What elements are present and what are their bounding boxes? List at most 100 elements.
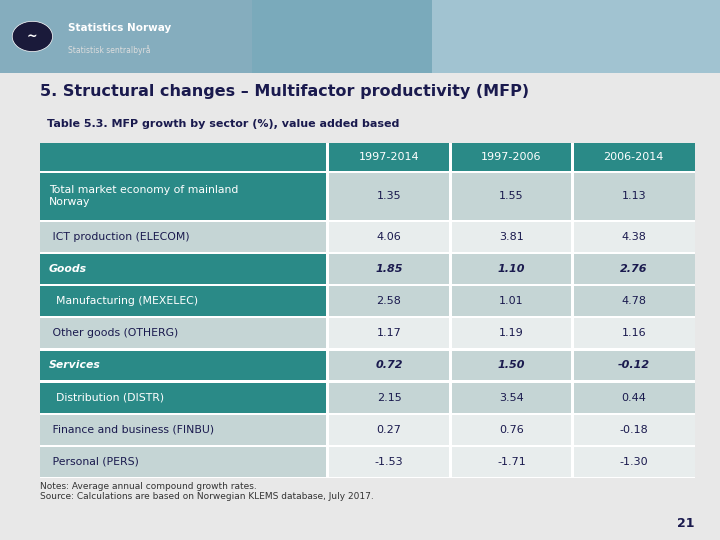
Bar [572, 172, 695, 220]
Bar [572, 143, 695, 171]
Text: 4.78: 4.78 [621, 296, 646, 306]
Text: Distribution (DISTR): Distribution (DISTR) [49, 393, 164, 403]
Bar [450, 254, 572, 284]
Bar [328, 415, 450, 445]
Bar [40, 315, 695, 349]
Bar [572, 319, 695, 348]
Bar [326, 143, 329, 478]
Text: Notes: Average annual compound growth rates.
Source: Calculations are based on N: Notes: Average annual compound growth ra… [40, 482, 374, 501]
Bar [40, 380, 695, 414]
Text: 4.38: 4.38 [621, 232, 646, 242]
Bar [40, 447, 328, 477]
Bar [0, 0, 720, 73]
Bar [432, 0, 720, 73]
Text: 0.44: 0.44 [621, 393, 646, 403]
Text: ~: ~ [27, 30, 37, 43]
Text: Statistisk sentralbyrå: Statistisk sentralbyrå [68, 45, 151, 55]
Text: 1997-2014: 1997-2014 [359, 152, 419, 162]
Bar [328, 286, 450, 316]
Bar [40, 411, 695, 446]
Text: 2.15: 2.15 [377, 393, 402, 403]
Bar [40, 172, 328, 220]
Bar [450, 350, 572, 381]
Text: ICT production (ELECOM): ICT production (ELECOM) [49, 232, 189, 242]
Bar [40, 350, 328, 381]
Bar [40, 171, 695, 173]
Text: Finance and business (FINBU): Finance and business (FINBU) [49, 425, 214, 435]
Bar [40, 251, 695, 285]
Bar [40, 219, 695, 253]
Text: 1.13: 1.13 [621, 191, 646, 201]
Bar [572, 222, 695, 252]
Bar [40, 222, 328, 252]
Bar [572, 383, 695, 413]
Text: 1.17: 1.17 [377, 328, 402, 339]
Text: -0.12: -0.12 [618, 361, 649, 370]
Text: 2.76: 2.76 [620, 264, 647, 274]
Bar [40, 254, 328, 284]
Bar [450, 172, 572, 220]
Bar [328, 319, 450, 348]
Text: Other goods (OTHERG): Other goods (OTHERG) [49, 328, 179, 339]
Text: 1.85: 1.85 [375, 264, 402, 274]
Text: 3.54: 3.54 [499, 393, 523, 403]
Bar [450, 143, 572, 171]
Text: 3.81: 3.81 [499, 232, 523, 242]
Bar [40, 143, 328, 171]
Text: 1.01: 1.01 [499, 296, 523, 306]
Bar [40, 383, 328, 413]
Text: -0.18: -0.18 [619, 425, 648, 435]
Text: 4.06: 4.06 [377, 232, 402, 242]
Bar [40, 169, 695, 221]
Bar [450, 319, 572, 348]
Text: -1.30: -1.30 [619, 457, 648, 467]
Bar [0, 0, 252, 73]
Bar [450, 383, 572, 413]
Bar [328, 172, 450, 220]
Bar [572, 447, 695, 477]
Text: 0.76: 0.76 [499, 425, 523, 435]
Bar [572, 286, 695, 316]
Text: 1.55: 1.55 [499, 191, 523, 201]
Bar [328, 254, 450, 284]
Bar [328, 447, 450, 477]
Circle shape [12, 22, 53, 51]
Text: -1.53: -1.53 [374, 457, 403, 467]
Text: Statistics Norway: Statistics Norway [68, 23, 171, 33]
Text: 1997-2006: 1997-2006 [481, 152, 541, 162]
Bar [572, 415, 695, 445]
Bar [328, 383, 450, 413]
Text: 5. Structural changes – Multifactor productivity (MFP): 5. Structural changes – Multifactor prod… [40, 84, 528, 99]
Text: 1.10: 1.10 [498, 264, 525, 274]
Bar [450, 286, 572, 316]
Bar [571, 143, 574, 478]
Bar [40, 347, 695, 382]
Text: -1.71: -1.71 [497, 457, 526, 467]
Text: 2.58: 2.58 [377, 296, 402, 306]
Text: 0.72: 0.72 [375, 361, 402, 370]
Bar [40, 286, 328, 316]
Text: 0.27: 0.27 [377, 425, 402, 435]
Bar [328, 222, 450, 252]
Bar [450, 447, 572, 477]
Text: Goods: Goods [49, 264, 87, 274]
Text: 21: 21 [678, 517, 695, 530]
Text: 1.50: 1.50 [498, 361, 525, 370]
Bar [450, 222, 572, 252]
Bar [572, 254, 695, 284]
Bar [40, 319, 328, 348]
Text: Manufacturing (MEXELEC): Manufacturing (MEXELEC) [49, 296, 198, 306]
Bar [40, 415, 328, 445]
Text: Table 5.3. MFP growth by sector (%), value added based: Table 5.3. MFP growth by sector (%), val… [47, 119, 399, 129]
Bar [40, 446, 695, 478]
Text: Services: Services [49, 361, 101, 370]
Text: 1.35: 1.35 [377, 191, 401, 201]
Text: Total market economy of mainland
Norway: Total market economy of mainland Norway [49, 185, 238, 207]
Bar [328, 143, 450, 171]
Bar [450, 415, 572, 445]
Bar [449, 143, 451, 478]
Text: 1.19: 1.19 [499, 328, 523, 339]
Text: Personal (PERS): Personal (PERS) [49, 457, 139, 467]
Text: 1.16: 1.16 [621, 328, 646, 339]
Bar [572, 350, 695, 381]
